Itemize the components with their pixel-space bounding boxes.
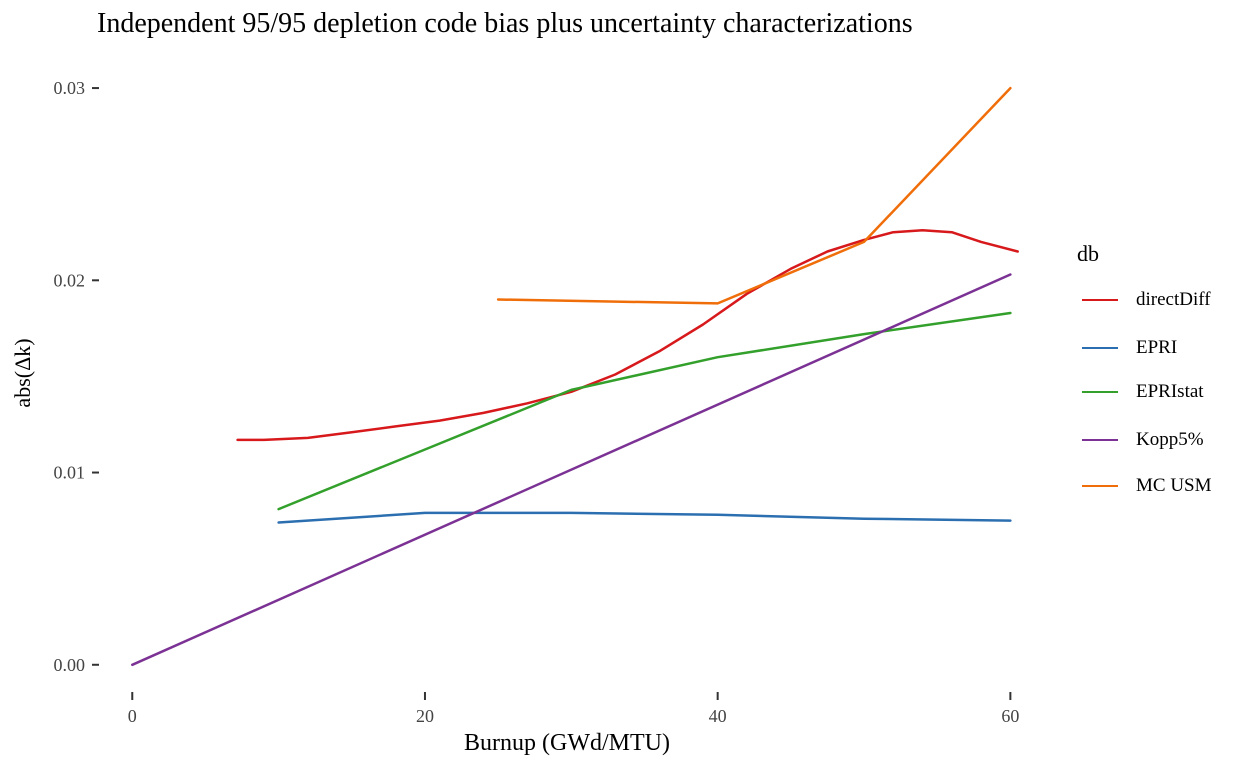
series-line-directdiff bbox=[236, 229, 1019, 442]
legend-item-epri: EPRI bbox=[1082, 336, 1177, 360]
legend-item-directdiff: directDiff bbox=[1082, 288, 1211, 312]
legend-key-mc-usm bbox=[1082, 484, 1118, 488]
series-line-mc-usm bbox=[496, 86, 1012, 305]
y-tick-label: 0.03 bbox=[54, 78, 86, 98]
legend-key-epristat bbox=[1082, 390, 1118, 394]
series-line-kopp5- bbox=[131, 273, 1012, 667]
x-tick-label: 20 bbox=[416, 706, 434, 726]
legend-label-directdiff: directDiff bbox=[1136, 289, 1211, 310]
legend-label-kopp5: Kopp5% bbox=[1136, 429, 1204, 450]
y-tick-label: 0.02 bbox=[54, 270, 86, 290]
legend-label-epristat: EPRIstat bbox=[1136, 381, 1204, 402]
series-line-epristat bbox=[277, 311, 1012, 511]
x-tick-label: 0 bbox=[128, 706, 137, 726]
plot-lines bbox=[131, 86, 1019, 667]
x-tick-label: 60 bbox=[1001, 706, 1019, 726]
legend-key-kopp5 bbox=[1082, 438, 1118, 442]
legend-label-mc-usm: MC USM bbox=[1136, 475, 1212, 496]
y-axis: 0.00 0.01 0.02 0.03 bbox=[54, 78, 99, 675]
legend-key-epri bbox=[1082, 346, 1118, 350]
legend-item-epristat: EPRIstat bbox=[1082, 380, 1204, 404]
y-tick-label: 0.01 bbox=[54, 463, 86, 483]
x-axis: 0 20 40 60 bbox=[128, 692, 1019, 726]
legend-title: db bbox=[1077, 241, 1099, 266]
x-tick-label: 40 bbox=[709, 706, 727, 726]
legend-item-mc-usm: MC USM bbox=[1082, 474, 1212, 498]
legend-label-epri: EPRI bbox=[1136, 337, 1178, 358]
legend-item-kopp5: Kopp5% bbox=[1082, 428, 1204, 452]
series-line-epri bbox=[277, 511, 1012, 524]
x-axis-label: Burnup (GWd/MTU) bbox=[464, 730, 670, 756]
y-tick-label: 0.00 bbox=[54, 655, 86, 675]
y-axis-label: abs(Δk) bbox=[10, 338, 35, 407]
chart-title: Independent 95/95 depletion code bias pl… bbox=[97, 8, 913, 39]
legend-key-directdiff bbox=[1082, 298, 1118, 302]
